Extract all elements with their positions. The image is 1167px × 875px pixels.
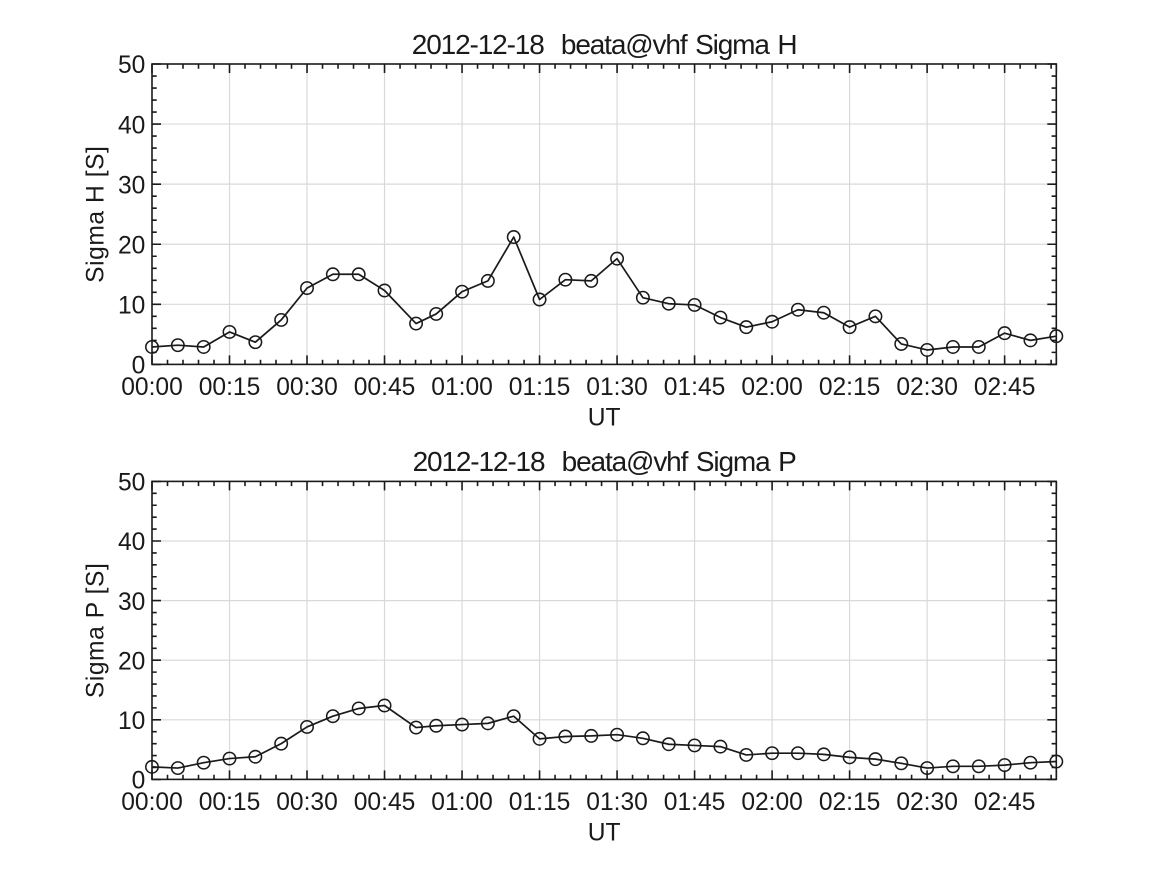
svg-text:0: 0 xyxy=(132,353,146,380)
svg-text:00:15: 00:15 xyxy=(199,374,261,401)
svg-text:30: 30 xyxy=(118,172,145,199)
svg-text:Sigma H [S]: Sigma H [S] xyxy=(83,146,110,283)
svg-text:50: 50 xyxy=(118,470,145,497)
svg-text:00:30: 00:30 xyxy=(276,789,338,816)
svg-text:40: 40 xyxy=(118,112,145,139)
svg-text:01:15: 01:15 xyxy=(509,374,571,401)
svg-text:02:00: 02:00 xyxy=(741,374,803,401)
svg-text:00:45: 00:45 xyxy=(354,789,416,816)
svg-text:10: 10 xyxy=(118,293,145,320)
svg-text:2012-12-18 beata@vhf Sigma H: 2012-12-18 beata@vhf Sigma H xyxy=(412,29,797,60)
svg-text:Sigma P [S]: Sigma P [S] xyxy=(83,563,110,698)
svg-text:01:30: 01:30 xyxy=(586,374,648,401)
svg-text:01:15: 01:15 xyxy=(509,789,571,816)
svg-text:01:45: 01:45 xyxy=(664,374,726,401)
svg-text:01:30: 01:30 xyxy=(586,789,648,816)
svg-text:02:45: 02:45 xyxy=(974,374,1036,401)
svg-text:20: 20 xyxy=(118,648,145,675)
svg-text:00:30: 00:30 xyxy=(276,374,338,401)
svg-text:2012-12-18 beata@vhf Sigma P: 2012-12-18 beata@vhf Sigma P xyxy=(413,446,797,477)
svg-text:01:45: 01:45 xyxy=(664,789,726,816)
svg-text:01:00: 01:00 xyxy=(431,789,493,816)
svg-text:02:00: 02:00 xyxy=(741,789,803,816)
svg-text:00:15: 00:15 xyxy=(199,789,261,816)
svg-text:40: 40 xyxy=(118,529,145,556)
svg-text:0: 0 xyxy=(132,768,146,795)
svg-text:00:00: 00:00 xyxy=(121,789,183,816)
svg-text:UT: UT xyxy=(588,405,621,432)
svg-text:02:45: 02:45 xyxy=(974,789,1036,816)
svg-text:02:15: 02:15 xyxy=(819,789,881,816)
svg-text:02:15: 02:15 xyxy=(819,374,881,401)
svg-text:00:45: 00:45 xyxy=(354,374,416,401)
svg-text:50: 50 xyxy=(118,52,145,79)
svg-text:10: 10 xyxy=(118,708,145,735)
svg-text:30: 30 xyxy=(118,589,145,616)
svg-text:UT: UT xyxy=(588,820,621,847)
svg-text:01:00: 01:00 xyxy=(431,374,493,401)
svg-text:00:00: 00:00 xyxy=(121,374,183,401)
svg-text:02:30: 02:30 xyxy=(896,789,958,816)
svg-text:02:30: 02:30 xyxy=(896,374,958,401)
svg-text:20: 20 xyxy=(118,232,145,259)
